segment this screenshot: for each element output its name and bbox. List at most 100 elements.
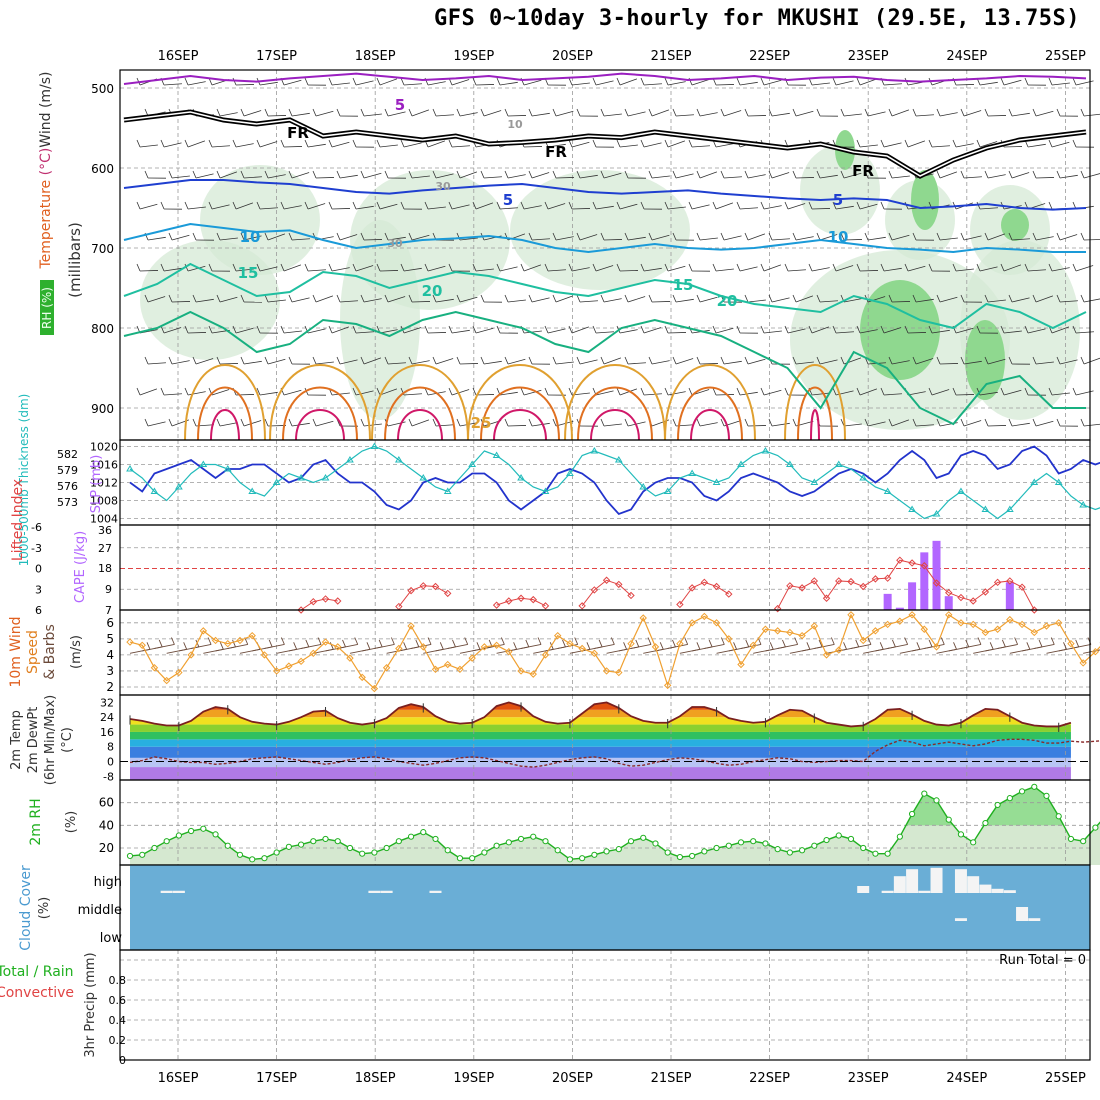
day-label-bottom: 18SEP	[355, 1071, 396, 1086]
high-cloud-bar	[893, 876, 906, 893]
wind-speed-point	[419, 643, 427, 651]
middle-cloud-bar	[954, 918, 967, 921]
rh-legend-label: RH (%)	[40, 287, 54, 329]
wind-speed-point	[1018, 620, 1026, 629]
rh-point	[249, 856, 256, 863]
slp-ylabel: SLP (mb)	[89, 455, 104, 514]
lifted-index-point	[395, 602, 403, 611]
dewpoint-line	[129, 738, 1100, 768]
day-label-bottom: 17SEP	[256, 1071, 297, 1086]
wind-speed-point	[334, 643, 342, 651]
rh-ylabel-units: (%)	[64, 811, 79, 834]
rh-point	[615, 846, 622, 853]
wind-speed-point	[810, 622, 819, 630]
day-label-top: 22SEP	[749, 49, 790, 64]
day-label-top: 24SEP	[946, 49, 987, 64]
lifted-index-line	[679, 581, 730, 605]
upper-air-ytick: 900	[91, 402, 114, 416]
rh-point	[847, 835, 855, 843]
thickness-ytick: 579	[57, 464, 78, 477]
lifted-index-point	[419, 582, 427, 590]
lifted-index-point	[822, 594, 831, 602]
high-cloud-bar	[918, 890, 931, 893]
rh-point	[407, 833, 415, 840]
freezing-level-contour-inner	[123, 111, 1087, 177]
run-total: Run Total = 0	[999, 953, 1086, 968]
contour-label: FR	[545, 143, 567, 161]
rh-point	[188, 827, 195, 835]
cloud-level-label: low	[100, 931, 123, 946]
wind-speed-point	[505, 647, 513, 656]
temperature-contour	[123, 72, 1087, 85]
rh-point	[126, 852, 134, 860]
cape-frame	[119, 524, 1091, 611]
lifted-index-point	[407, 586, 415, 595]
upper-air-day-grid	[177, 70, 1066, 440]
surface-temperature-arcs	[184, 364, 846, 441]
thickness-point	[1079, 501, 1088, 508]
rh-point	[750, 838, 757, 845]
thickness-ytick: 576	[57, 480, 78, 493]
thickness-point	[126, 465, 134, 472]
rh-point	[994, 801, 1001, 809]
lifted-index-point	[810, 577, 819, 585]
rh-point	[652, 840, 659, 847]
lifted-index-point	[969, 597, 977, 605]
cape-bar	[944, 596, 953, 610]
rh-point	[517, 835, 525, 843]
wind-speed-point	[945, 611, 953, 619]
upper-air-wind-barbs	[136, 77, 1100, 427]
wind-speed-point	[969, 620, 977, 629]
rh-point	[456, 855, 464, 862]
lifted-index-point	[786, 582, 794, 590]
slp-series-line	[129, 445, 1100, 516]
thickness-point	[346, 456, 354, 463]
contour-label: 30	[435, 180, 451, 193]
wind-speed-point	[773, 627, 782, 635]
upper-air-ytick: 500	[91, 82, 114, 96]
thickness-point	[932, 510, 941, 517]
upper-air-ylabel: Temperature (°C)Wind (m/s)	[38, 71, 54, 269]
wind-speed-point	[187, 651, 195, 659]
wind-speed-point	[663, 681, 672, 690]
rh-point	[591, 851, 598, 858]
rh-grid	[120, 802, 1090, 849]
wind-speed-point	[932, 643, 941, 651]
wind-speed-point	[786, 628, 794, 637]
lifted-index-point	[835, 577, 843, 585]
wind-speed-point	[1030, 628, 1038, 637]
lifted-index-point	[725, 590, 733, 598]
wind-speed-point	[175, 668, 183, 677]
wind-speed-point	[138, 641, 146, 649]
thickness-ylabel: 1000-500mb Thickness (dm)	[17, 394, 31, 567]
lifted-index-point	[627, 591, 635, 600]
rh-point	[774, 846, 781, 853]
rh-point	[542, 838, 549, 845]
high-cloud-bar	[172, 890, 185, 893]
rh-point	[395, 838, 402, 845]
temperature-ytick: 32	[100, 696, 114, 709]
temperature-ytick: 0	[107, 756, 114, 769]
wind-speed-point	[224, 639, 232, 648]
rh-point	[175, 832, 182, 839]
lifted-index-line	[581, 579, 632, 607]
upper-air-ylabel-part: (°C)	[38, 148, 54, 180]
rh-point	[957, 831, 965, 838]
thickness-point	[688, 469, 697, 476]
rh-point	[236, 851, 244, 858]
lifted-index-point	[993, 578, 1002, 587]
contour-label: 5	[503, 191, 513, 209]
wind-ylabel-units: (m/s)	[69, 635, 84, 669]
lifted-index-point	[505, 597, 513, 605]
slp-ytick: 1012	[90, 477, 118, 490]
lifted-index-point	[712, 582, 721, 591]
thickness-point	[785, 460, 794, 467]
wind-speed-point	[272, 667, 281, 675]
wind-speed-point	[1042, 622, 1051, 630]
li-ytick: 6	[35, 604, 42, 617]
wind-speed-point	[553, 631, 562, 640]
upper-air-ytick: 600	[91, 162, 114, 176]
rh-point	[786, 849, 793, 856]
rh-point	[921, 790, 928, 797]
thickness-point	[639, 483, 648, 490]
